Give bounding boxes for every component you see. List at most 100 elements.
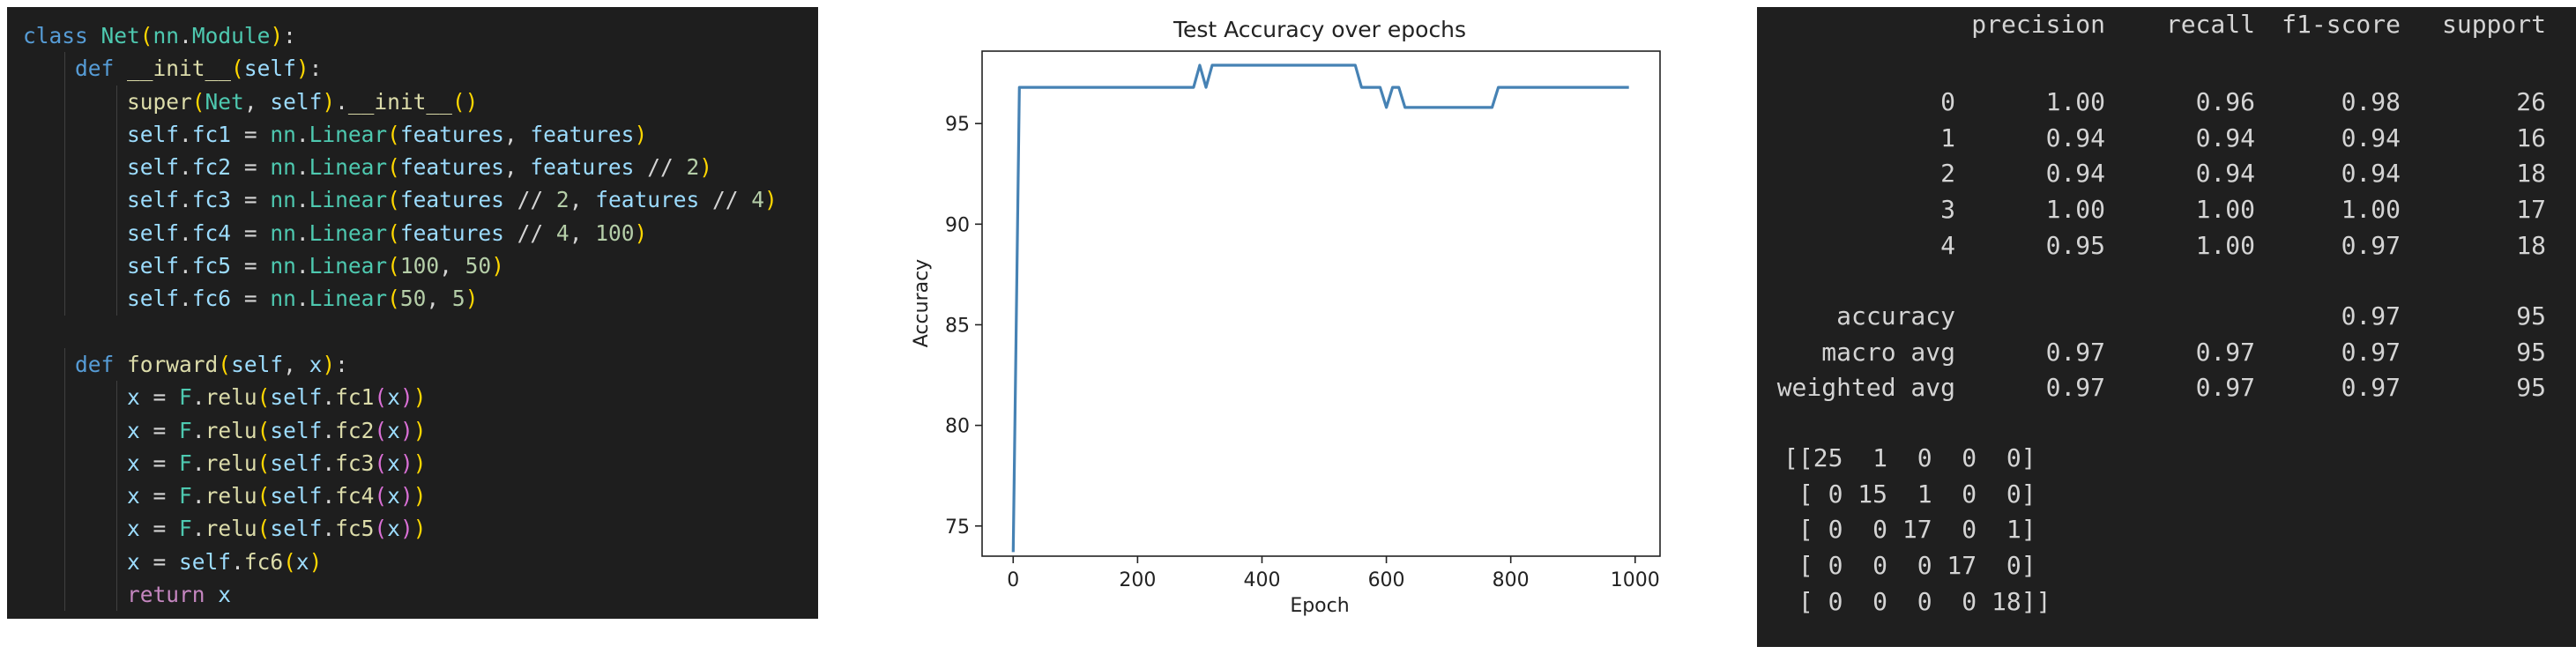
code-token: , xyxy=(439,253,465,279)
indent-guide xyxy=(116,414,117,447)
report-cell: 0.97 xyxy=(2341,338,2401,367)
code-token: Linear xyxy=(309,187,388,212)
code-token: : xyxy=(283,23,296,48)
indent-guide xyxy=(64,546,65,578)
code-token: ( xyxy=(387,220,400,246)
report-row-label: 2 xyxy=(1940,159,1955,188)
code-token: , xyxy=(244,89,271,115)
indent-guide xyxy=(64,447,65,479)
code-token: x xyxy=(387,384,400,410)
code-token: 2 xyxy=(556,187,570,212)
plot-frame xyxy=(982,51,1660,556)
code-token: ) xyxy=(413,384,427,410)
code-token: // xyxy=(504,187,556,212)
code-token: x xyxy=(127,483,140,509)
code-token xyxy=(23,220,127,246)
code-line: x = F.relu(self.fc1(x)) xyxy=(23,381,818,413)
code-token: = xyxy=(140,549,179,575)
x-tick-label: 400 xyxy=(1243,569,1280,591)
code-token: ) xyxy=(400,483,413,509)
code-token: Linear xyxy=(309,154,388,180)
code-token: self xyxy=(270,450,322,476)
code-line: self.fc6 = nn.Linear(50, 5) xyxy=(23,282,818,315)
code-token: ( xyxy=(218,352,231,377)
code-token: F xyxy=(179,483,192,509)
confusion-matrix-row: [ 0 0 17 0 1] xyxy=(1783,515,2036,544)
confusion-matrix-row: [ 0 0 0 0 18]] xyxy=(1783,587,2051,616)
code-token: features xyxy=(400,154,504,180)
code-token: . xyxy=(179,23,192,48)
report-cell: 1.00 xyxy=(2046,87,2105,116)
indent-guide xyxy=(116,578,117,611)
code-token: features xyxy=(530,154,634,180)
confusion-matrix-row: [ 0 15 1 0 0] xyxy=(1783,479,2036,509)
code-token: ( xyxy=(257,418,271,443)
x-axis-label: Epoch xyxy=(1290,595,1349,617)
code-token: self xyxy=(127,286,179,311)
code-token: = xyxy=(231,286,270,311)
code-token: relu xyxy=(205,450,257,476)
report-summary-label: accuracy xyxy=(1836,301,1955,331)
code-line: x = F.relu(self.fc4(x)) xyxy=(23,479,818,512)
report-cell: 0.97 xyxy=(2341,373,2401,402)
code-token: ) xyxy=(322,89,335,115)
x-tick-label: 600 xyxy=(1368,569,1405,591)
code-token: . xyxy=(179,220,192,246)
report-cell: 0.97 xyxy=(2046,373,2105,402)
report-cell: 95 xyxy=(2516,373,2546,402)
report-cell: 0.94 xyxy=(2046,123,2105,152)
code-token: : xyxy=(335,352,348,377)
code-token: ) xyxy=(400,384,413,410)
code-token: Net xyxy=(205,89,244,115)
code-token: fc1 xyxy=(335,384,374,410)
report-cell: 0.97 xyxy=(2046,338,2105,367)
code-token: x xyxy=(127,549,140,575)
code-token: F xyxy=(179,384,192,410)
code-token: . xyxy=(192,516,205,541)
code-token: . xyxy=(179,122,192,147)
report-cell: 95 xyxy=(2516,338,2546,367)
code-token: 50 xyxy=(400,286,427,311)
report-cell: 1.00 xyxy=(2341,195,2401,224)
code-token: ( xyxy=(257,384,271,410)
code-token: nn xyxy=(270,187,296,212)
code-token: ) xyxy=(764,187,778,212)
code-token: . xyxy=(179,187,192,212)
code-token: = xyxy=(231,122,270,147)
code-token xyxy=(23,56,75,81)
code-line: return x xyxy=(23,578,818,611)
code-token: x xyxy=(296,549,309,575)
report-summary-label: weighted avg xyxy=(1777,373,1955,402)
indent-guide xyxy=(64,578,65,611)
report-header: support xyxy=(2442,10,2546,39)
code-token: nn xyxy=(270,122,296,147)
code-token: fc4 xyxy=(192,220,231,246)
y-tick-label: 95 xyxy=(945,114,970,136)
code-token: ) xyxy=(491,253,504,279)
code-token: = xyxy=(140,418,179,443)
code-token: . xyxy=(322,516,335,541)
code-line: self.fc2 = nn.Linear(features, features … xyxy=(23,151,818,183)
code-token: 4 xyxy=(751,187,764,212)
code-token: = xyxy=(231,154,270,180)
code-token xyxy=(23,549,127,575)
indent-guide xyxy=(64,479,65,512)
indent-guide xyxy=(64,85,65,118)
code-token: . xyxy=(335,89,348,115)
code-token: , xyxy=(570,220,596,246)
code-token: features xyxy=(400,187,504,212)
indent-guide xyxy=(116,381,117,413)
code-token: ) xyxy=(634,220,647,246)
code-token: = xyxy=(140,450,179,476)
code-token: Linear xyxy=(309,220,388,246)
code-line: self.fc4 = nn.Linear(features // 4, 100) xyxy=(23,217,818,249)
report-cell: 0.96 xyxy=(2196,87,2255,116)
code-token xyxy=(23,483,127,509)
accuracy-chart: Test Accuracy over epochs 0 200 400 600 800 1… xyxy=(882,0,1693,654)
code-token: self xyxy=(127,154,179,180)
code-token: ) xyxy=(270,23,283,48)
report-cell: 0.98 xyxy=(2341,87,2401,116)
code-token: ( xyxy=(387,154,400,180)
code-token xyxy=(23,450,127,476)
code-line: def __init__(self): xyxy=(23,52,818,85)
